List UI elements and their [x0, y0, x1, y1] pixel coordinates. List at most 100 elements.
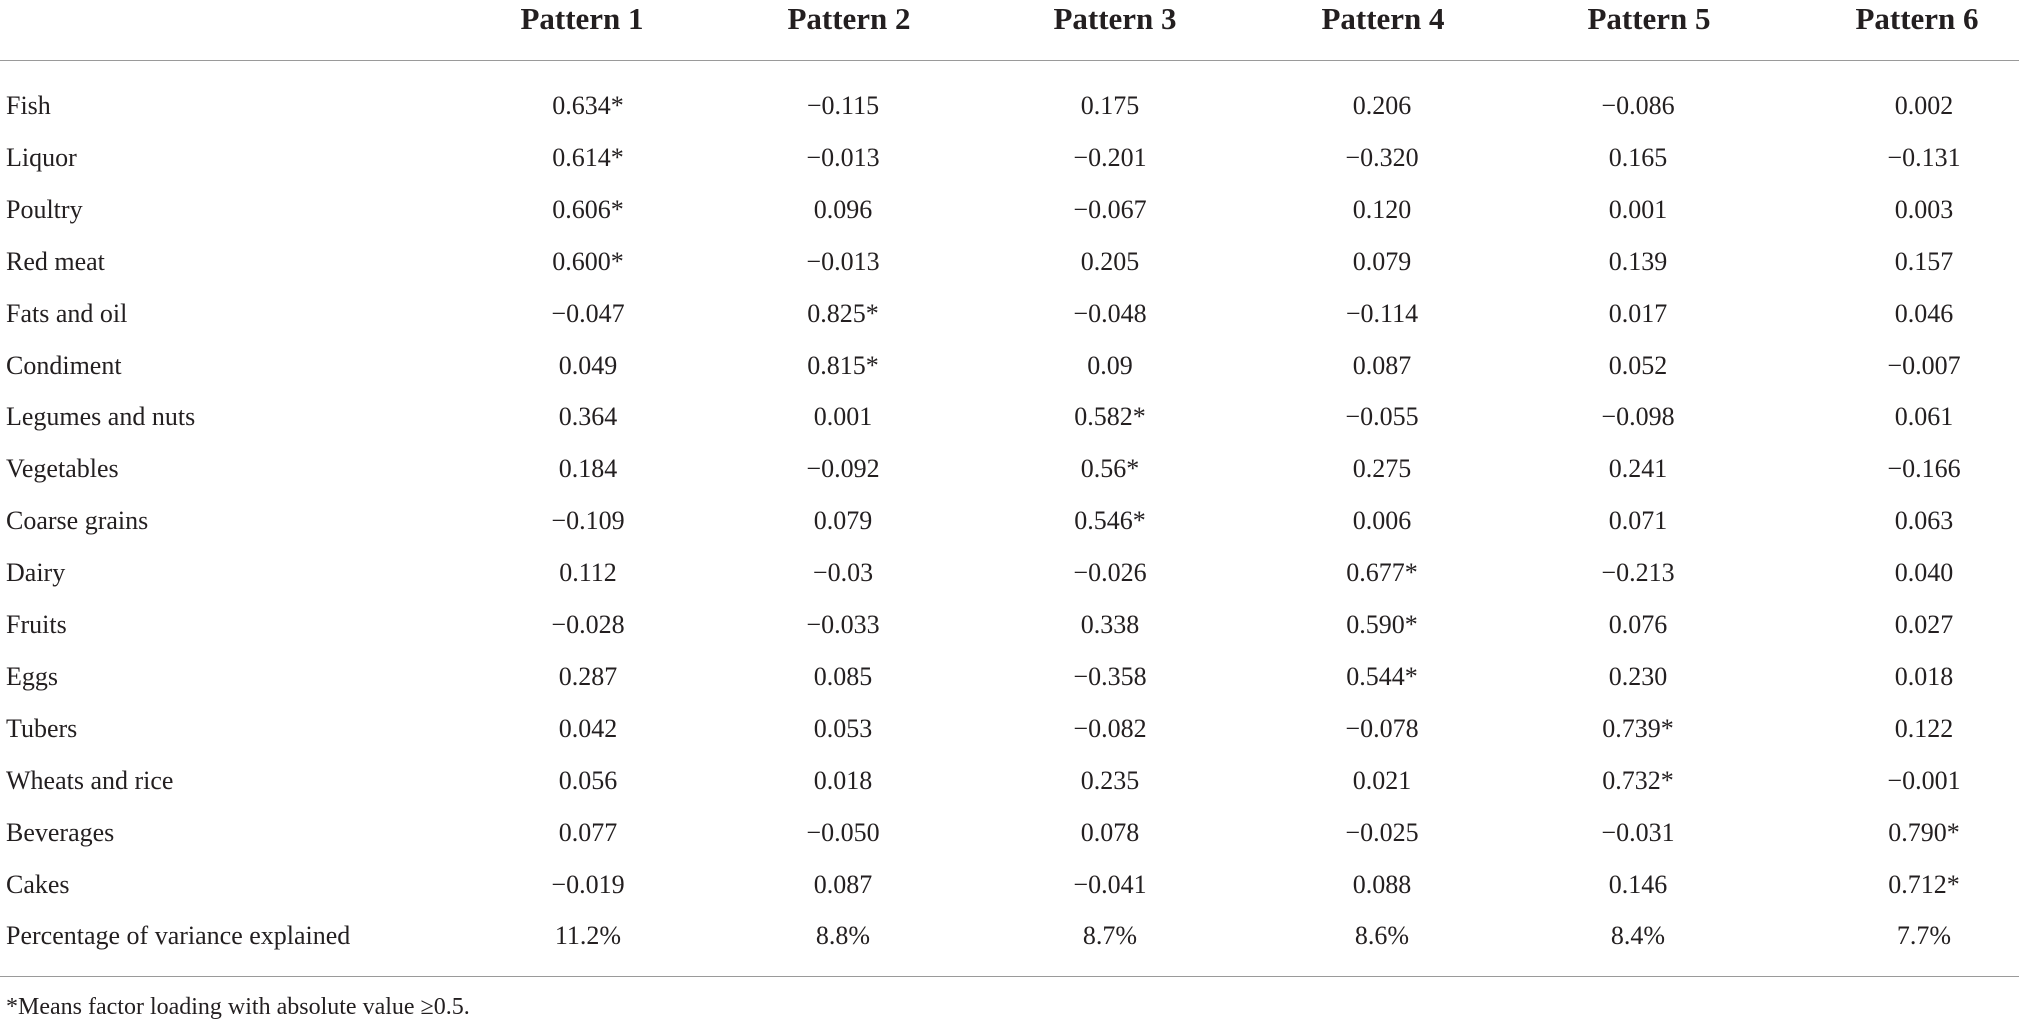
- table-cell: 0.087: [813, 869, 873, 899]
- table-cell: −0.166: [1887, 454, 1961, 484]
- table-cell: 8.4%: [1610, 921, 1666, 951]
- row-label: Coarse grains: [6, 506, 149, 536]
- row-label: Percentage of variance explained: [6, 921, 351, 951]
- table-cell: −0.001: [1887, 765, 1961, 795]
- table-cell: 0.088: [1352, 869, 1412, 899]
- table-cell: −0.067: [1073, 194, 1147, 224]
- table-cell: −0.031: [1601, 817, 1675, 847]
- table-cell: −0.320: [1345, 142, 1419, 172]
- table-cell: 0.122: [1894, 713, 1954, 743]
- table-cell: 0.275: [1352, 454, 1412, 484]
- column-header: Pattern 2: [787, 1, 911, 36]
- table-cell: 0.09: [1087, 350, 1133, 380]
- table-cell: 0.590*: [1346, 610, 1418, 639]
- row-label: Fruits: [6, 610, 67, 639]
- table-cell: 8.6%: [1354, 921, 1410, 951]
- table-cell: 0.205: [1080, 246, 1140, 276]
- table-cell: 0.021: [1352, 765, 1412, 795]
- table-cell: −0.013: [806, 142, 880, 172]
- table-cell: 0.085: [813, 661, 873, 691]
- table-cell: 0.139: [1608, 246, 1668, 276]
- table-cell: −0.131: [1887, 142, 1961, 172]
- table-cell: −0.213: [1601, 558, 1675, 588]
- table-cell: 0.600*: [552, 246, 624, 276]
- table-cell: 0.046: [1894, 298, 1954, 328]
- table-cell: −0.019: [551, 869, 625, 899]
- table-cell: −0.028: [551, 610, 625, 639]
- table-cell: 8.8%: [815, 921, 871, 951]
- table-cell: 0.061: [1894, 402, 1954, 432]
- row-label: Eggs: [6, 661, 58, 691]
- column-header: Pattern 1: [520, 1, 644, 36]
- table-cell: 0.146: [1608, 869, 1668, 899]
- table-cell: 0.079: [813, 506, 873, 536]
- table-cell: 0.120: [1352, 194, 1412, 224]
- table-cell: 0.076: [1608, 610, 1668, 639]
- table-cell: 0.006: [1352, 506, 1412, 536]
- table-cell: 0.049: [558, 350, 618, 380]
- table-cell: −0.055: [1345, 402, 1419, 432]
- table-cell: 0.053: [813, 713, 873, 743]
- table-cell: 0.071: [1608, 506, 1668, 536]
- table-cell: 0.582*: [1074, 402, 1146, 432]
- header-rule: [0, 60, 2019, 61]
- row-label: Poultry: [6, 194, 83, 224]
- table-cell: 0.825*: [807, 298, 879, 328]
- table-cell: 0.614*: [552, 142, 624, 172]
- table-cell: 0.087: [1352, 350, 1412, 380]
- table-cell: 0.732*: [1602, 765, 1674, 795]
- table-cell: 0.042: [558, 713, 618, 743]
- table-cell: 0.739*: [1602, 713, 1674, 743]
- table-cell: −0.109: [551, 506, 625, 536]
- table-cell: 0.677*: [1346, 558, 1418, 588]
- table-cell: −0.013: [806, 246, 880, 276]
- table-cell: −0.048: [1073, 298, 1147, 328]
- row-label: Legumes and nuts: [6, 402, 196, 432]
- table-cell: 0.063: [1894, 506, 1954, 536]
- table-cell: 7.7%: [1896, 921, 1952, 951]
- table-cell: −0.033: [806, 610, 880, 639]
- table-cell: 0.712*: [1888, 869, 1960, 899]
- row-label: Liquor: [6, 142, 77, 172]
- table-cell: −0.050: [806, 817, 880, 847]
- table-cell: 0.052: [1608, 350, 1668, 380]
- table-cell: 0.165: [1608, 142, 1668, 172]
- table-cell: −0.115: [806, 91, 880, 120]
- table-cell: 0.544*: [1346, 661, 1418, 691]
- table-cell: 0.287: [558, 661, 618, 691]
- table-cell: 0.018: [813, 765, 873, 795]
- row-label: Fats and oil: [6, 298, 128, 328]
- table-cell: 0.079: [1352, 246, 1412, 276]
- row-label: Red meat: [6, 246, 105, 276]
- table-cell: −0.041: [1073, 869, 1147, 899]
- table-cell: 0.157: [1894, 246, 1954, 276]
- table-cell: 0.001: [813, 402, 873, 432]
- table-cell: −0.078: [1345, 713, 1419, 743]
- table-cell: −0.092: [806, 454, 880, 484]
- table-cell: 0.338: [1080, 610, 1140, 639]
- row-label: Fish: [6, 91, 51, 120]
- row-label: Vegetables: [6, 454, 119, 484]
- table-cell: −0.03: [812, 558, 874, 588]
- table-cell: −0.047: [551, 298, 625, 328]
- table-cell: 0.112: [559, 558, 617, 588]
- table-cell: 0.56*: [1080, 454, 1140, 484]
- footnote: *Means factor loading with absolute valu…: [6, 994, 470, 1020]
- table-cell: 0.241: [1608, 454, 1668, 484]
- row-label: Cakes: [6, 869, 70, 899]
- table-cell: 0.184: [558, 454, 618, 484]
- table-cell: 0.096: [813, 194, 873, 224]
- row-label: Condiment: [6, 350, 122, 380]
- table-cell: 0.546*: [1074, 506, 1146, 536]
- table-cell: 0.175: [1080, 91, 1140, 120]
- row-label: Wheats and rice: [6, 765, 174, 795]
- table-cell: 0.364: [558, 402, 618, 432]
- table-cell: 0.040: [1894, 558, 1954, 588]
- table-cell: 0.018: [1894, 661, 1954, 691]
- table-cell: −0.358: [1073, 661, 1147, 691]
- table-cell: −0.201: [1073, 142, 1147, 172]
- table-cell: −0.082: [1073, 713, 1147, 743]
- column-header: Pattern 3: [1053, 1, 1177, 36]
- table-cell: 0.001: [1608, 194, 1668, 224]
